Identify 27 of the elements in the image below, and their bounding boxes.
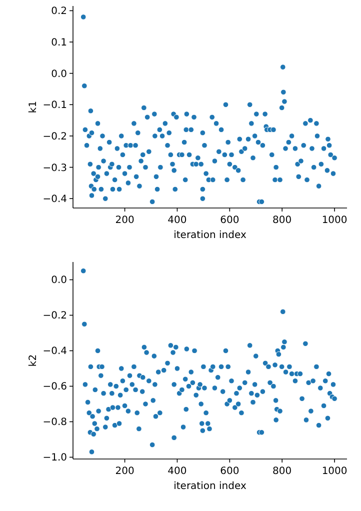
x-tick-label: 200	[115, 215, 134, 226]
x-tick-label: 1000	[322, 215, 348, 226]
y-tick-label: −0.6	[42, 382, 67, 393]
y-tick-label: −0.4	[42, 194, 67, 206]
y-tick-label: −1.0	[42, 452, 67, 464]
x-tick-label: 200	[115, 466, 134, 477]
x-tick-label: 400	[168, 466, 187, 477]
y-tick-label: −0.4	[42, 346, 67, 358]
x-tick-label: 1000	[322, 466, 348, 477]
y-tick-label: −0.2	[42, 310, 67, 322]
y-tick-label: −0.8	[42, 417, 67, 428]
x-tick-label: 800	[272, 466, 292, 477]
x-tick-label: 600	[220, 466, 240, 477]
x-tick-label: 600	[220, 215, 240, 226]
y-tick-label: 0.1	[51, 38, 67, 49]
y-tick-label: −0.1	[42, 100, 67, 112]
x-axis-title: iteration index	[174, 230, 246, 241]
y-tick-label: −0.3	[42, 162, 67, 174]
y-tick-label: 0.0	[51, 275, 67, 286]
x-axis-title: iteration index	[174, 481, 246, 492]
y-axis-title: k1	[28, 100, 39, 114]
x-tick-label: 400	[168, 215, 187, 226]
y-axis-title: k2	[28, 354, 39, 367]
x-tick-label: 800	[272, 215, 292, 226]
y-tick-label: 0.2	[51, 6, 67, 18]
y-tick-label: −0.2	[42, 131, 67, 142]
y-tick-label: 0.0	[51, 68, 67, 80]
